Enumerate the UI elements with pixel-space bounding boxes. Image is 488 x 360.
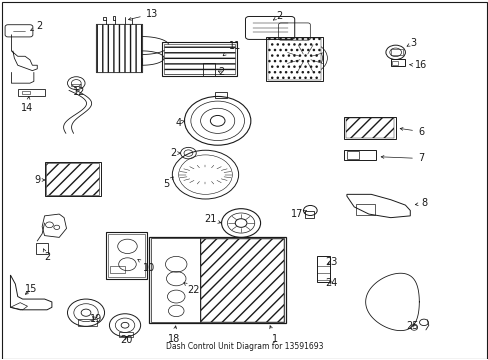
Text: 2: 2 <box>31 21 43 31</box>
Text: 5: 5 <box>163 177 173 189</box>
Text: 9: 9 <box>34 175 45 185</box>
Bar <box>108 234 144 277</box>
Bar <box>71 84 81 86</box>
Text: 10: 10 <box>138 259 155 273</box>
Text: Dash Control Unit Diagram for 13591693: Dash Control Unit Diagram for 13591693 <box>165 342 323 351</box>
Text: 15: 15 <box>25 284 38 294</box>
Bar <box>391 60 397 65</box>
Text: 24: 24 <box>325 278 337 288</box>
Text: 2: 2 <box>218 67 224 77</box>
Bar <box>345 118 393 138</box>
Text: 7: 7 <box>380 153 423 163</box>
Bar <box>36 243 48 253</box>
Bar <box>199 238 284 322</box>
Text: 2: 2 <box>170 148 180 158</box>
Text: 11: 11 <box>223 41 241 56</box>
Bar <box>119 332 133 337</box>
Bar <box>96 24 142 72</box>
Text: 18: 18 <box>167 326 180 343</box>
Bar <box>316 256 330 282</box>
Text: 16: 16 <box>408 60 426 70</box>
Text: 4: 4 <box>175 118 184 128</box>
Bar <box>163 44 234 74</box>
Text: 14: 14 <box>21 96 34 113</box>
Text: 17: 17 <box>290 209 305 219</box>
Bar <box>344 149 375 160</box>
Bar <box>215 92 227 98</box>
Bar <box>267 38 321 80</box>
Bar <box>355 204 374 215</box>
Bar <box>305 211 314 218</box>
Text: 19: 19 <box>89 314 102 324</box>
Text: 20: 20 <box>120 334 132 345</box>
Bar <box>105 232 147 279</box>
Text: 25: 25 <box>406 321 418 331</box>
Bar <box>346 151 358 159</box>
Text: 8: 8 <box>414 198 427 208</box>
Text: 2: 2 <box>43 249 50 262</box>
Bar <box>21 91 30 94</box>
Bar <box>110 266 125 273</box>
Text: 22: 22 <box>183 283 199 296</box>
Bar <box>78 319 97 326</box>
Bar <box>390 49 402 55</box>
Text: 23: 23 <box>325 257 337 267</box>
Text: 12: 12 <box>72 87 85 97</box>
Bar <box>151 238 199 322</box>
Bar <box>266 37 322 81</box>
Bar <box>390 59 405 66</box>
Text: 6: 6 <box>399 127 423 136</box>
Bar <box>18 89 44 96</box>
Bar <box>344 117 395 139</box>
Bar <box>149 237 285 323</box>
Bar <box>96 24 142 72</box>
Bar <box>161 42 237 76</box>
Text: 21: 21 <box>204 215 221 224</box>
Bar <box>44 162 101 196</box>
Text: 3: 3 <box>406 38 416 48</box>
Bar <box>200 239 283 321</box>
Text: 13: 13 <box>128 9 158 20</box>
Text: 1: 1 <box>269 326 277 343</box>
Text: 2: 2 <box>273 11 282 21</box>
Bar <box>203 63 215 76</box>
Bar <box>46 163 99 195</box>
